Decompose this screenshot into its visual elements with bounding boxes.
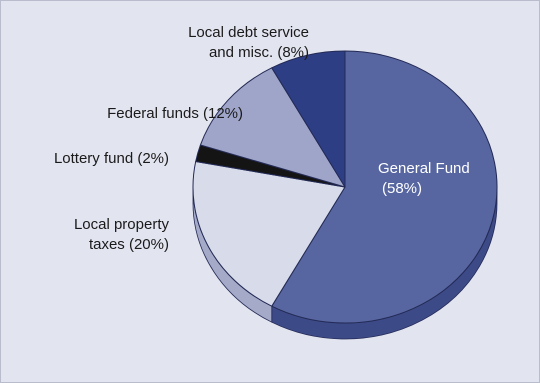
slice-label-local-property-taxes: Local property taxes (20%) xyxy=(73,216,169,253)
slice-label-lottery-fund: Lottery fund (2%) xyxy=(53,150,169,167)
slice-label-federal-funds: Federal funds (12%) xyxy=(107,105,243,122)
pie-slice-general-fund xyxy=(271,50,498,324)
pie-slice-federal-funds xyxy=(199,67,346,188)
slice-label-local-debt: Local debt service and misc. (8%) xyxy=(188,24,309,61)
pie-slice-local-debt-service-and-misc xyxy=(271,50,346,188)
slice-label-general-fund: General Fund (58%) xyxy=(378,160,470,197)
pie-slice-local-property-taxes xyxy=(192,161,346,307)
